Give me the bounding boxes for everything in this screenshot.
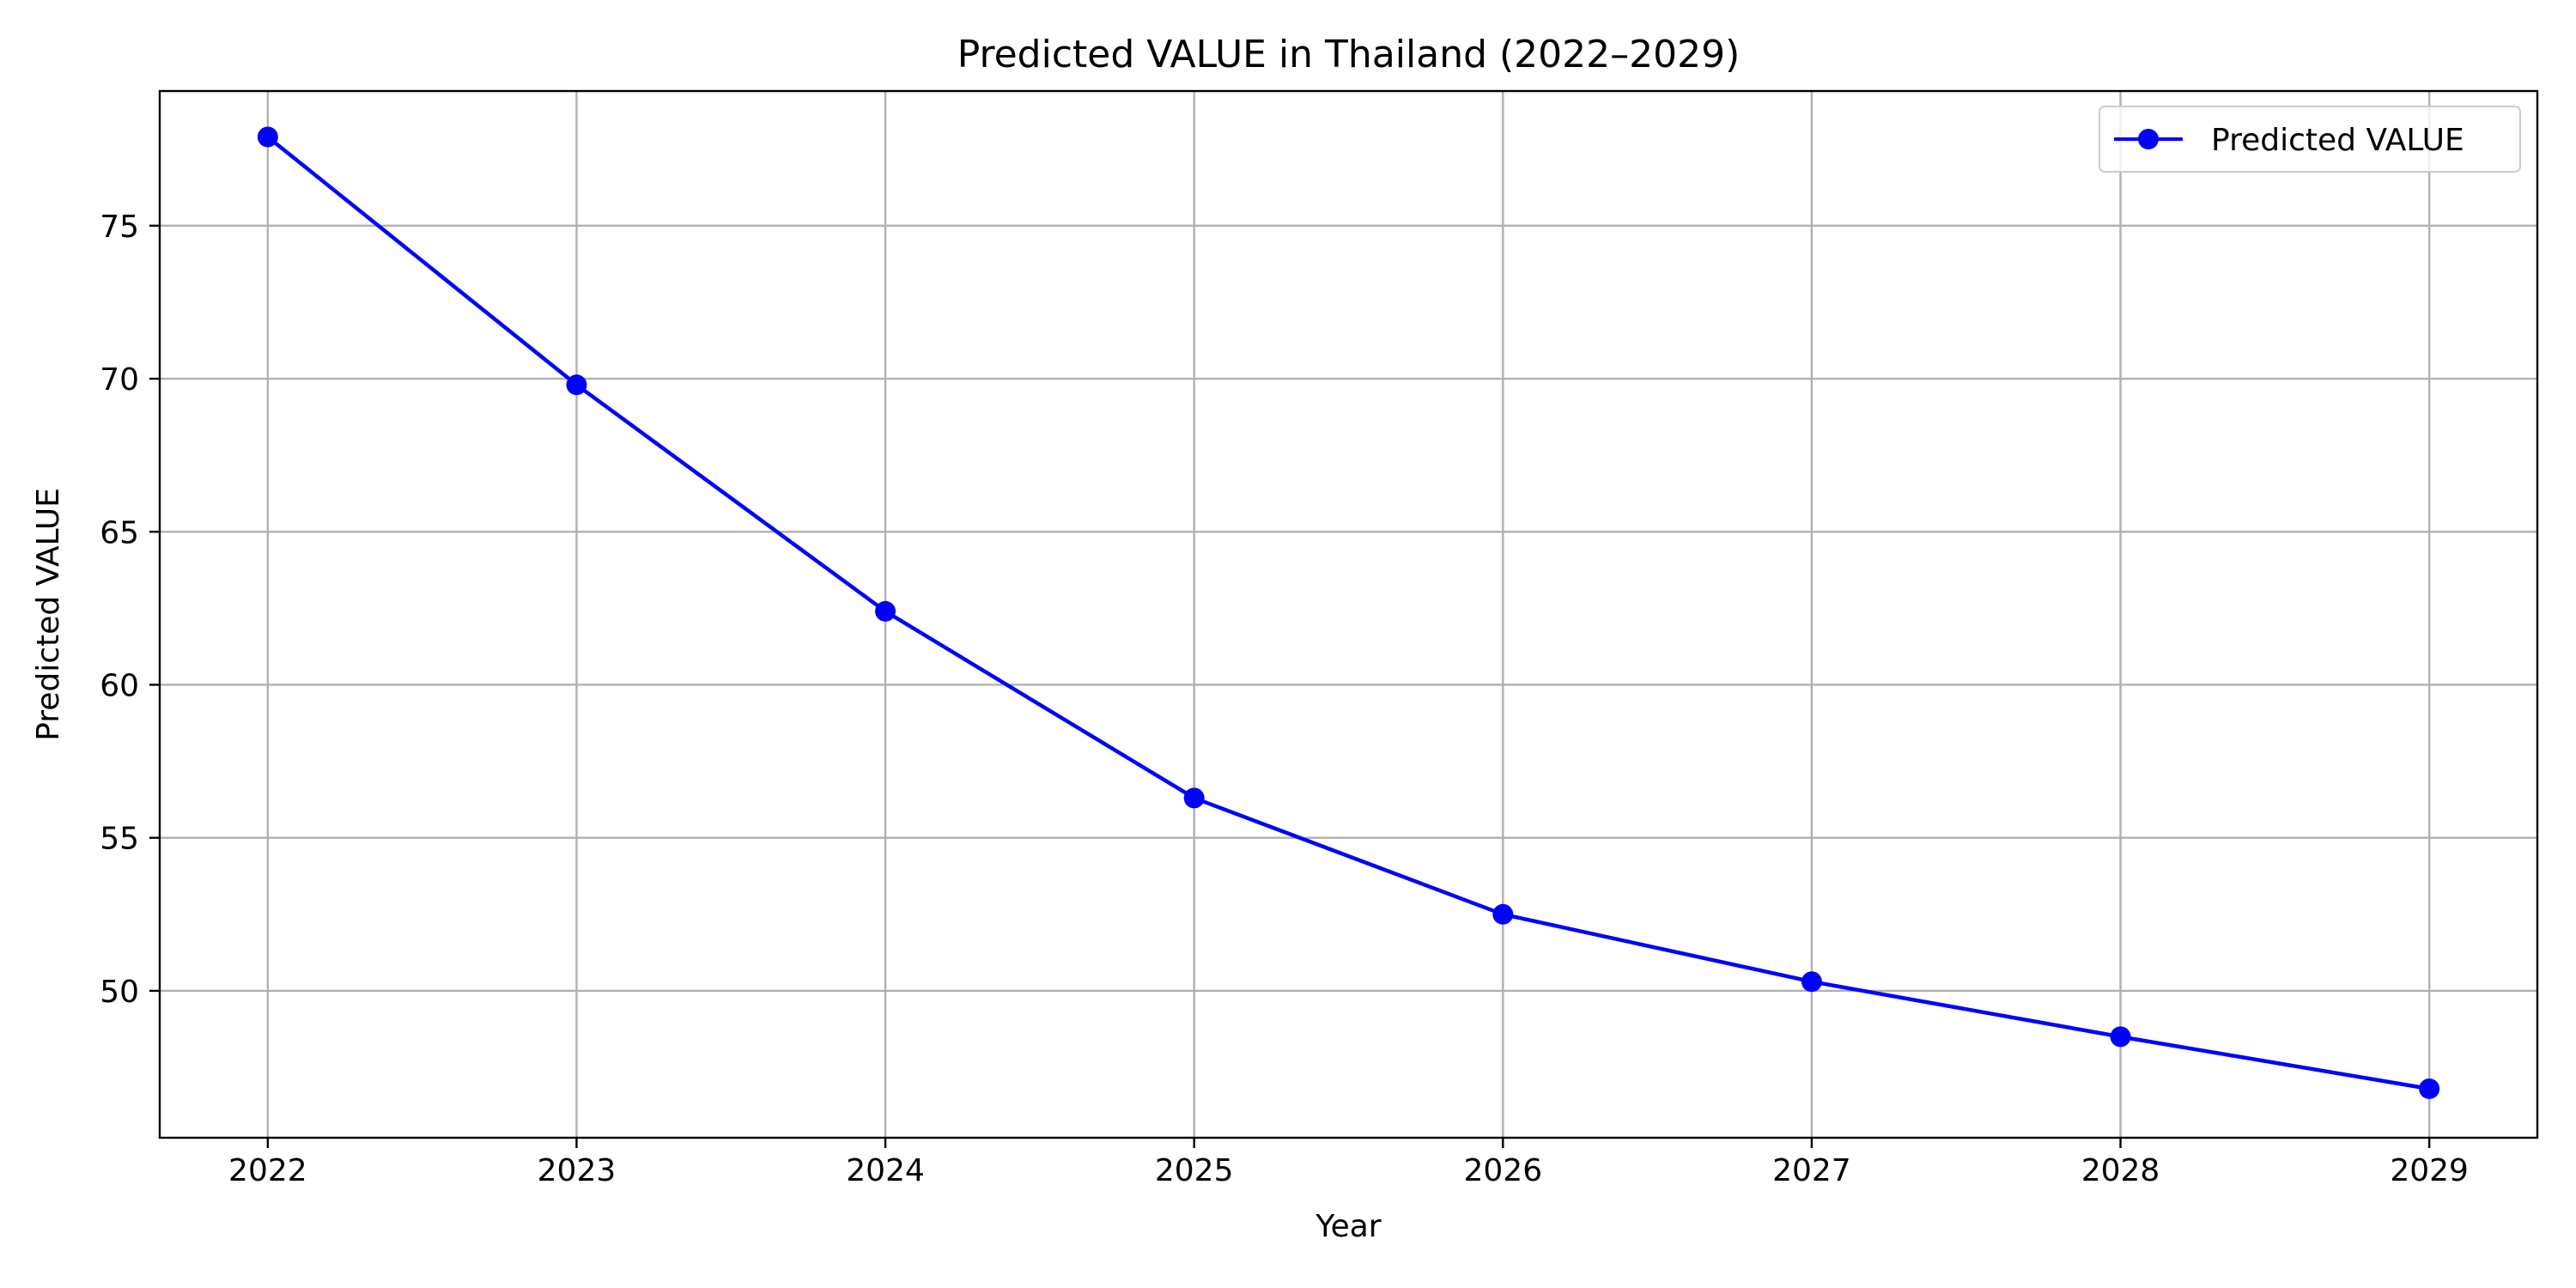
x-axis-label: Year bbox=[1315, 1209, 1381, 1244]
legend-series-marker bbox=[2138, 129, 2159, 149]
y-tick-label: 65 bbox=[100, 515, 139, 550]
x-tick-label: 2024 bbox=[846, 1153, 925, 1188]
x-tick-label: 2027 bbox=[1772, 1153, 1851, 1188]
data-point-marker bbox=[2110, 1026, 2131, 1048]
data-point-marker bbox=[257, 126, 278, 148]
y-tick-label: 70 bbox=[100, 362, 139, 398]
y-tick-label: 50 bbox=[100, 975, 139, 1010]
data-point-marker bbox=[2419, 1078, 2440, 1099]
data-point-marker bbox=[875, 600, 896, 622]
axis-ticks: 2022 2023 2024 2025 2026 2027 2028 2029 50 55 60 65… bbox=[100, 210, 2469, 1188]
data-point-marker bbox=[1183, 787, 1205, 809]
chart-title: Predicted VALUE in Thailand (2022–2029) bbox=[957, 33, 1741, 76]
series-layer bbox=[257, 126, 2440, 1099]
x-tick-label: 2026 bbox=[1463, 1153, 1542, 1188]
data-point-marker bbox=[1801, 971, 1822, 993]
y-tick-label: 55 bbox=[100, 822, 139, 857]
plot-frame bbox=[158, 89, 2539, 1139]
x-tick-label: 2023 bbox=[538, 1153, 617, 1188]
legend-series-label: Predicted VALUE bbox=[2211, 123, 2464, 158]
y-tick-label: 75 bbox=[100, 210, 139, 245]
series-line-predicted-value bbox=[266, 135, 2430, 1091]
y-axis-label: Predicted VALUE bbox=[31, 488, 66, 741]
x-tick-label: 2029 bbox=[2390, 1153, 2469, 1188]
grid-lines bbox=[160, 91, 2537, 1138]
data-point-marker bbox=[1492, 903, 1514, 925]
x-tick-label: 2028 bbox=[2081, 1153, 2160, 1188]
x-tick-label: 2025 bbox=[1155, 1153, 1234, 1188]
legend: Predicted VALUE bbox=[2099, 106, 2521, 173]
x-tick-label: 2022 bbox=[228, 1153, 307, 1188]
data-point-marker bbox=[566, 374, 587, 396]
y-tick-label: 60 bbox=[100, 668, 139, 703]
legend-box bbox=[2099, 106, 2521, 173]
